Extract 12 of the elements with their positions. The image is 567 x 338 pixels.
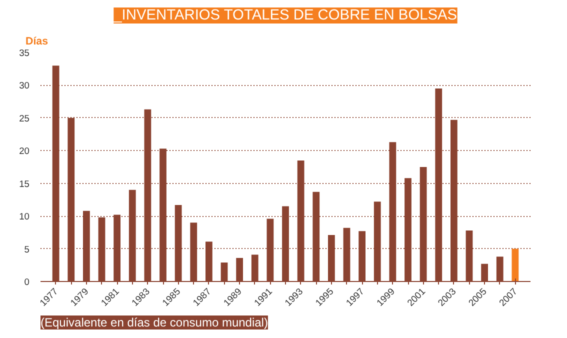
y-tick-label: 10 [19,212,30,222]
bar [512,248,519,282]
text: (Equivalente en días de consumo mundial) [40,316,268,330]
y-tick-label: 35 [19,48,30,58]
y-tick-label: 0 [24,277,30,287]
y-tick-label: 25 [19,113,30,124]
y-tick-label: 20 [19,146,30,156]
y-tick-label: 5 [24,244,30,254]
y-tick-label: 30 [19,80,30,91]
chart-title: _INVENTARIOS TOTALES DE COBRE EN BOLSAS [112,8,458,24]
y-tick-label: 15 [19,178,30,189]
y-axis-title: Días [26,36,48,48]
